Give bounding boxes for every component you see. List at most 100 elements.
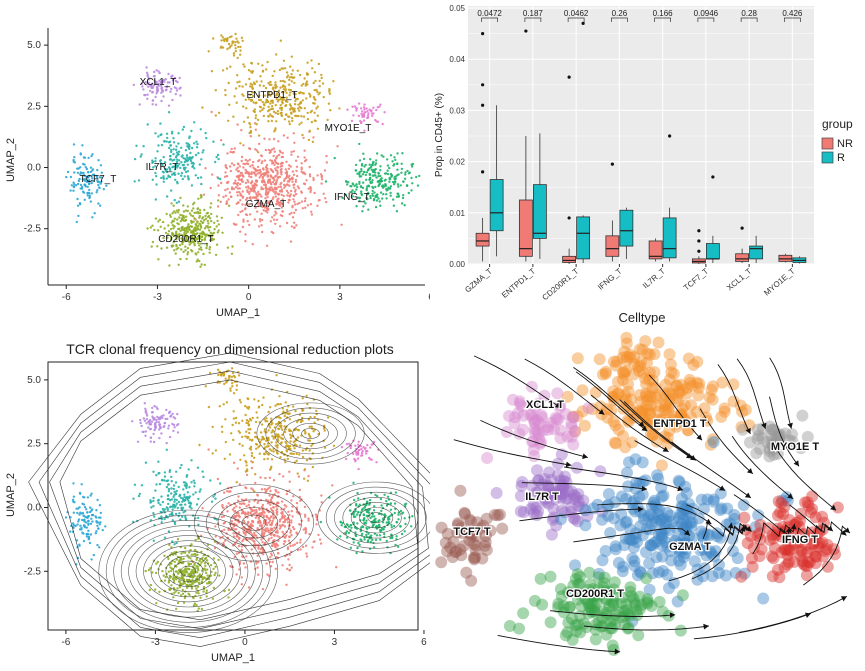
velocity-cell	[594, 353, 606, 365]
umap-point	[235, 47, 237, 49]
umap-point	[276, 179, 278, 181]
umap-point	[284, 86, 286, 88]
umap-point	[237, 163, 239, 165]
box-NR	[563, 256, 576, 262]
umap-point	[271, 522, 273, 524]
umap-point	[294, 190, 296, 192]
umap-point	[153, 405, 155, 407]
umap-point	[270, 176, 272, 178]
umap-point	[299, 541, 301, 543]
umap-point	[144, 402, 146, 404]
umap-point	[245, 83, 247, 85]
umap-point	[289, 433, 291, 435]
umap-point	[267, 179, 269, 181]
umap-point	[199, 212, 201, 214]
umap-point	[376, 199, 378, 201]
umap-point	[273, 138, 275, 140]
umap-point	[235, 505, 237, 507]
umap-point	[378, 180, 380, 182]
umap-point	[193, 217, 195, 219]
umap-point	[160, 92, 162, 94]
umap-point	[289, 440, 291, 442]
umap-point	[180, 175, 182, 177]
umap-point	[299, 524, 301, 526]
umap-point	[391, 537, 393, 539]
umap-point	[187, 251, 189, 253]
box-outlier	[582, 22, 585, 25]
umap-point	[197, 259, 199, 261]
umap-point	[239, 165, 241, 167]
umap-point	[291, 80, 293, 82]
umap-point	[267, 411, 269, 413]
umap-point	[264, 488, 266, 490]
umap-point	[257, 547, 259, 549]
umap-point	[277, 110, 279, 112]
umap-point	[225, 203, 227, 205]
umap-point	[97, 528, 99, 530]
velocity-cell	[708, 436, 720, 448]
umap-point	[166, 133, 168, 135]
umap-point	[254, 190, 256, 192]
umap-point	[222, 69, 224, 71]
umap-point	[228, 47, 230, 49]
umap-point	[286, 409, 288, 411]
umap-point	[96, 521, 98, 523]
umap-point	[187, 585, 189, 587]
umap-point	[170, 151, 172, 153]
umap-point	[277, 502, 279, 504]
umap-point	[270, 183, 272, 185]
umap-point	[148, 420, 150, 422]
umap-point	[373, 191, 375, 193]
umap-point	[145, 462, 147, 464]
umap-point	[223, 383, 225, 385]
umap-point	[172, 430, 174, 432]
umap-point	[401, 168, 403, 170]
umap-point	[246, 436, 248, 438]
umap-point	[173, 579, 175, 581]
umap-point	[199, 209, 201, 211]
umap-point	[166, 418, 168, 420]
umap-point	[206, 212, 208, 214]
density-contour	[257, 403, 364, 464]
umap-point	[145, 66, 147, 68]
velocity-cell	[681, 388, 693, 400]
umap-point	[210, 111, 212, 113]
cluster-label: IFNG_T	[334, 192, 370, 203]
umap-point	[153, 540, 155, 542]
umap-point	[238, 422, 240, 424]
umap-point	[142, 145, 144, 147]
umap-point	[212, 141, 214, 143]
umap-point	[243, 454, 245, 456]
umap-point	[244, 566, 246, 568]
umap-point	[226, 182, 228, 184]
umap-point	[186, 156, 188, 158]
umap-point	[286, 449, 288, 451]
umap-point	[262, 168, 264, 170]
umap-point	[293, 150, 295, 152]
umap-point	[177, 228, 179, 230]
umap-point	[293, 226, 295, 228]
umap-point	[280, 112, 282, 114]
x-tick-label: IFNG_T	[596, 267, 624, 292]
umap-point	[234, 147, 236, 149]
umap-point	[363, 108, 365, 110]
umap-point	[370, 109, 372, 111]
umap-point	[368, 504, 370, 506]
umap-point	[214, 525, 216, 527]
umap-point	[74, 525, 76, 527]
umap-point	[332, 80, 334, 82]
umap-point	[272, 517, 274, 519]
umap-point	[336, 145, 338, 147]
umap-point	[209, 217, 211, 219]
umap-point	[236, 102, 238, 104]
umap-point	[155, 483, 157, 485]
umap-point	[401, 163, 403, 165]
umap-point	[223, 515, 225, 517]
tcr-clonal-panel: TCR clonal frequency on dimensional redu…	[0, 330, 430, 666]
umap-point	[225, 381, 227, 383]
umap-point	[299, 74, 301, 76]
umap-point	[289, 66, 291, 68]
umap-point	[159, 219, 161, 221]
umap-point	[365, 520, 367, 522]
umap-point	[179, 197, 181, 199]
